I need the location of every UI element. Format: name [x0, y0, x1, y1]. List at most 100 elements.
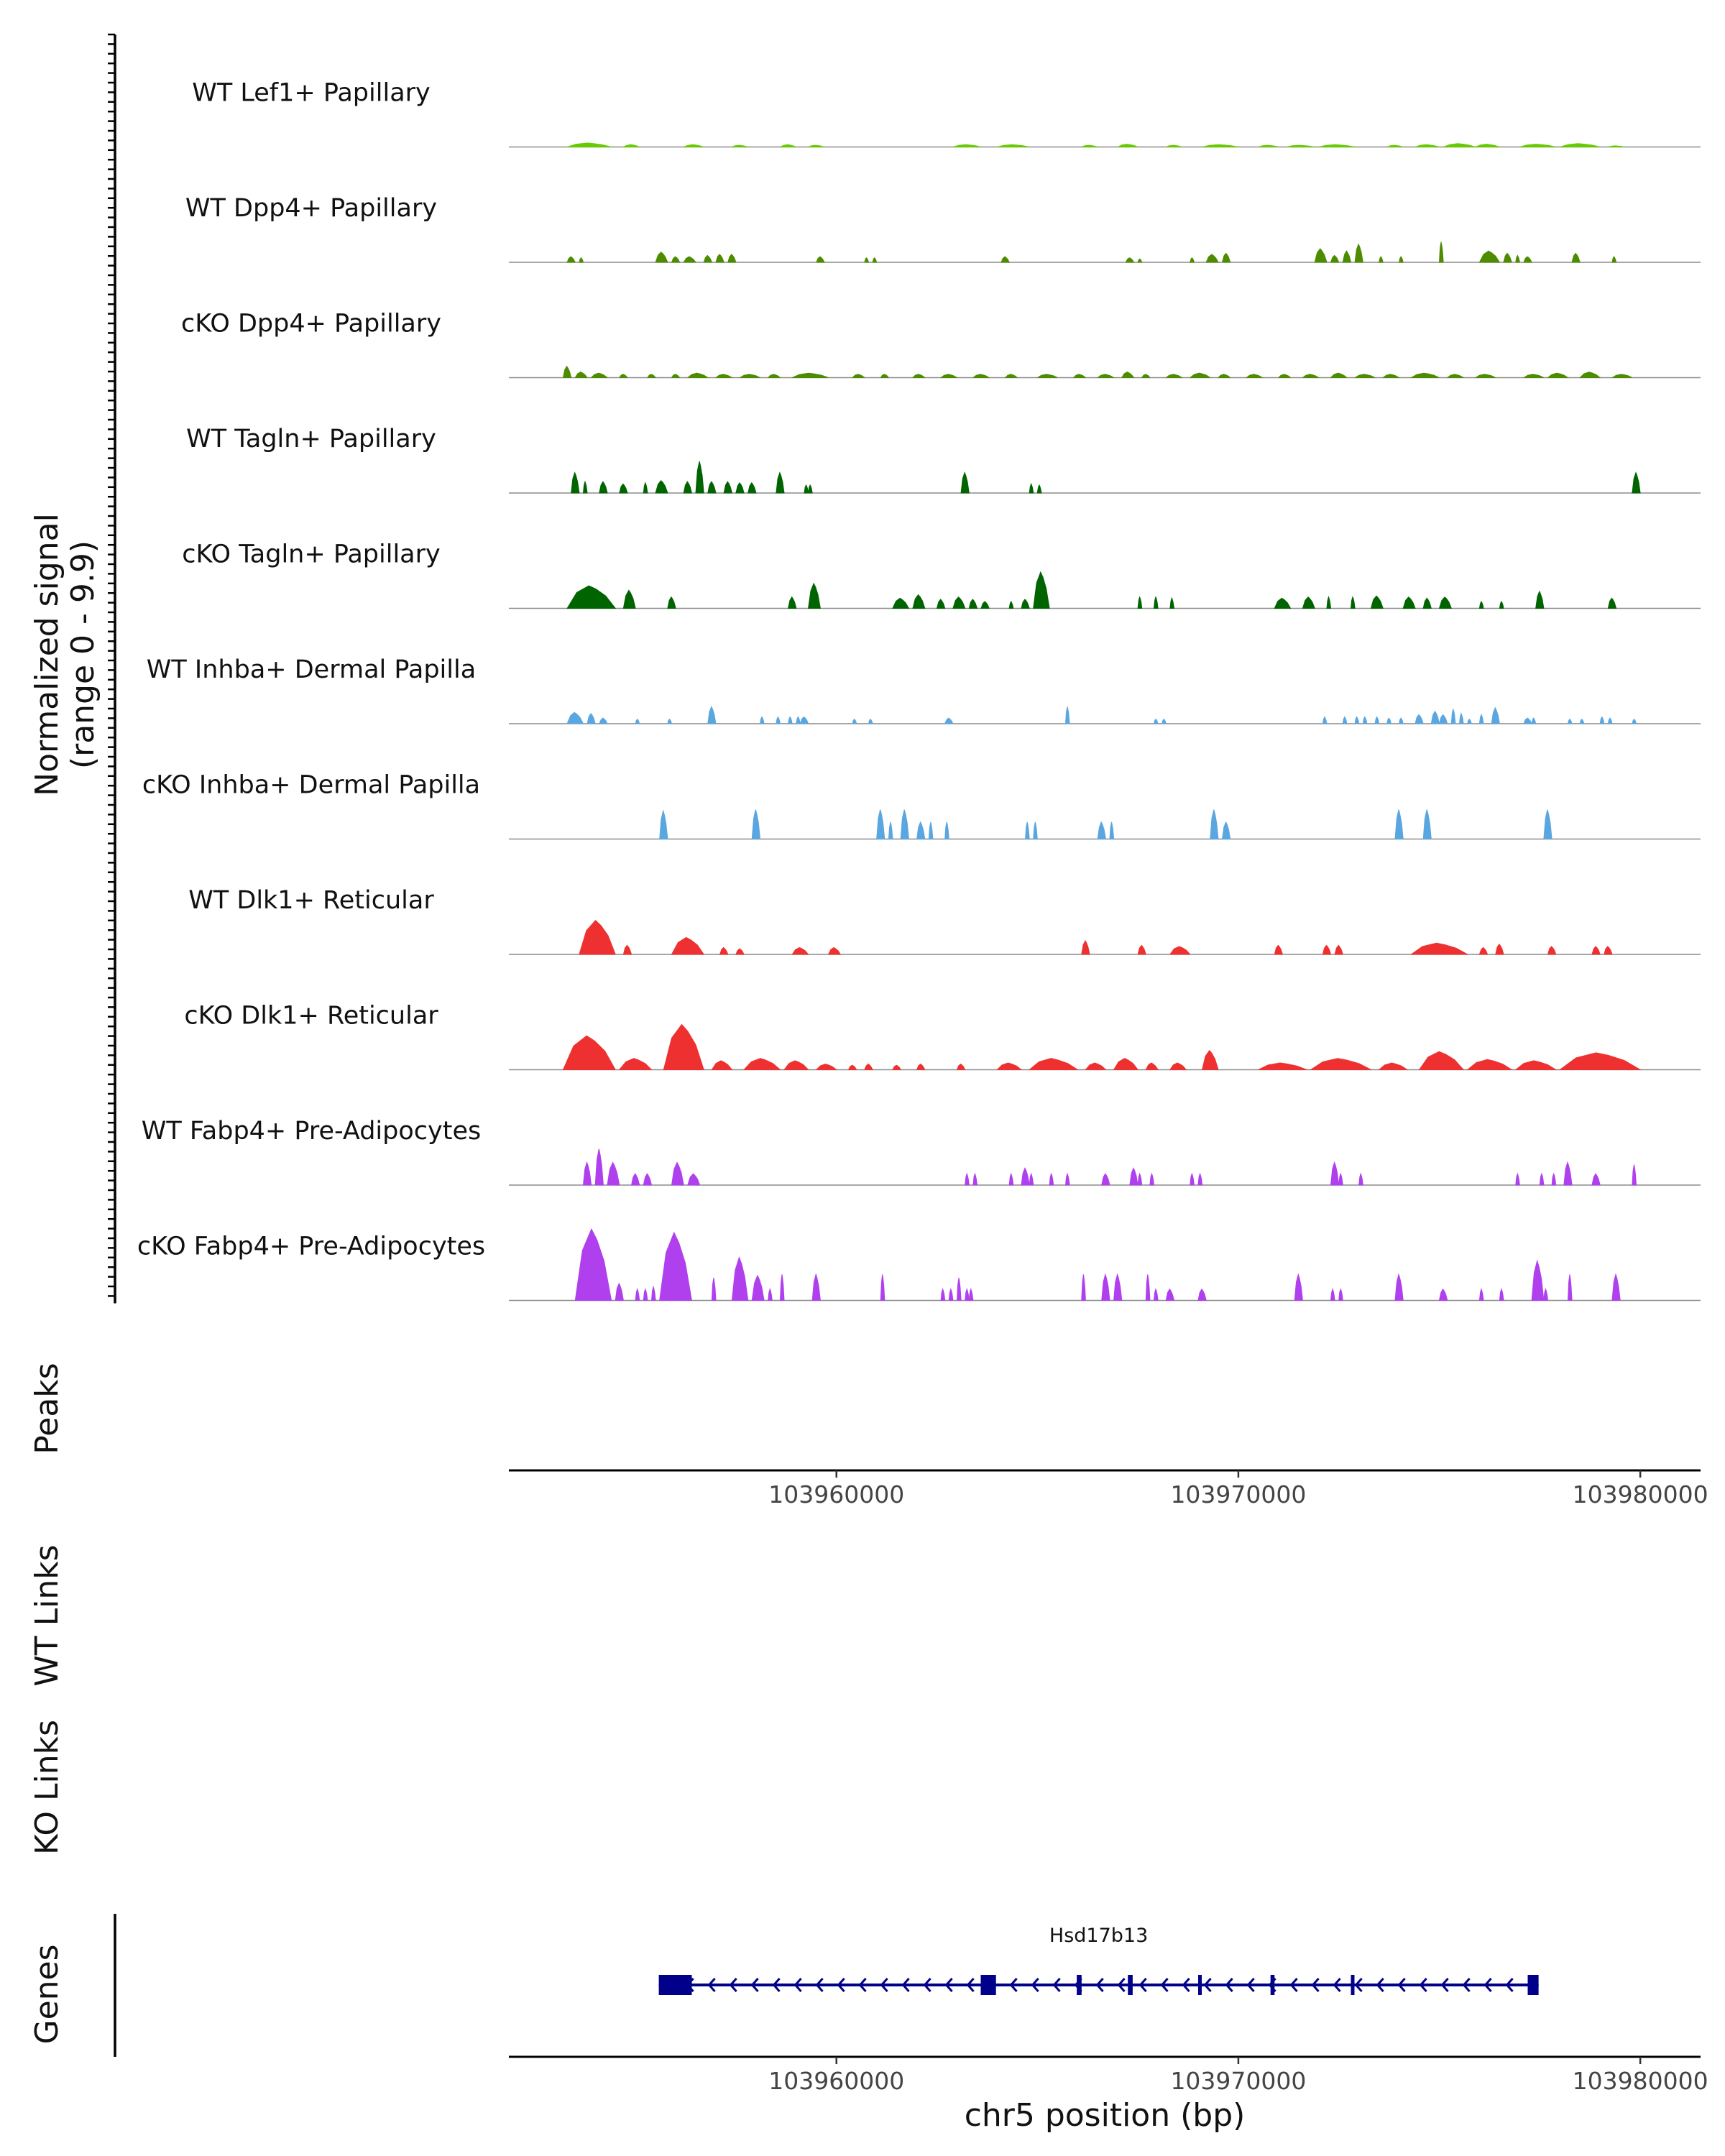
signal-peak	[952, 596, 966, 609]
gene-exon	[1128, 1975, 1133, 1995]
genes-x-ticks: 103960000 103970000 103980000	[768, 2057, 1708, 2095]
signal-peak	[1438, 241, 1444, 263]
signal-peak	[1378, 256, 1384, 263]
signal-peak	[1543, 809, 1552, 839]
signal-peak	[683, 481, 693, 494]
signal-peak	[1422, 597, 1432, 609]
signal-peak	[1197, 1288, 1207, 1301]
signal-peak	[1033, 571, 1050, 609]
signal-peak	[1330, 372, 1348, 378]
signal-peak	[1398, 717, 1404, 724]
signal-peak	[1478, 714, 1484, 724]
track-label: WT Lef1+ Papillary	[192, 79, 431, 108]
signal-peak	[972, 1172, 978, 1186]
signal-peak	[892, 1064, 902, 1070]
signal-peak	[562, 365, 572, 378]
signal-peak	[1109, 821, 1115, 839]
signal-peak	[635, 1288, 640, 1301]
signal-peak	[1409, 372, 1440, 378]
signal-peak	[1190, 257, 1195, 263]
signal-peak	[643, 1288, 648, 1301]
signal-peak	[1338, 1172, 1343, 1186]
signal-peak	[1414, 714, 1424, 724]
signal-peak	[944, 717, 954, 724]
strand-arrow	[1095, 1978, 1104, 1992]
signal-peak	[851, 374, 866, 378]
signal-peak	[1137, 944, 1146, 955]
signal-peak	[1478, 600, 1484, 609]
signal-peak	[791, 946, 809, 955]
signal-peak	[1197, 1172, 1203, 1186]
signal-peak	[622, 589, 636, 609]
strand-arrow	[1052, 1978, 1061, 1992]
signal-peak	[1607, 717, 1613, 724]
signal-peak	[1064, 706, 1070, 724]
strand-arrow	[1160, 1978, 1169, 1992]
signal-peak	[630, 1173, 640, 1186]
signal-peak	[1370, 595, 1384, 609]
signal-peak	[1326, 596, 1332, 609]
signal-peak	[655, 252, 668, 263]
signal-peak	[1563, 1161, 1573, 1186]
signal-peak	[714, 374, 734, 378]
track-label: cKO Inhba+ Dermal Papilla	[142, 771, 480, 800]
signal-peak	[1153, 718, 1159, 724]
signal-peak	[1499, 600, 1504, 609]
signal-peak	[788, 716, 793, 724]
signal-peak	[671, 1161, 684, 1186]
signal-peak	[827, 946, 842, 955]
signal-peak	[1450, 709, 1456, 724]
strand-arrow	[750, 1978, 759, 1992]
signal-peak	[1318, 144, 1356, 147]
signal-peak	[1515, 1172, 1520, 1186]
signal-peak	[1591, 1173, 1601, 1186]
signal-peak	[1571, 252, 1581, 263]
signal-peak	[1478, 946, 1489, 955]
signal-peak	[1438, 714, 1448, 724]
signal-peak	[1402, 596, 1416, 609]
signal-peak	[768, 1288, 773, 1301]
signal-peak	[1072, 374, 1087, 378]
strand-arrow	[1484, 1978, 1492, 1992]
strand-arrow	[1009, 1978, 1018, 1992]
peaks-x-tick-label: 103960000	[768, 1480, 904, 1508]
signal-peak	[1314, 248, 1328, 263]
signal-peak	[751, 1274, 765, 1301]
signal-peak	[1097, 821, 1106, 839]
signal-peak	[776, 716, 781, 724]
strand-arrow	[1117, 1978, 1126, 1992]
signal-peak	[1531, 1259, 1545, 1301]
signal-peak	[1117, 144, 1138, 147]
signal-peak	[599, 481, 608, 494]
signal-peak	[671, 936, 705, 955]
signal-peak	[562, 1035, 617, 1070]
signal-peak	[1354, 243, 1363, 263]
signal-peak	[1438, 596, 1453, 609]
signal-peak	[1458, 712, 1464, 724]
gene-exon	[1527, 1975, 1539, 1995]
signal-peak	[948, 1288, 954, 1301]
gene-label: Hsd17b13	[1049, 1925, 1148, 1947]
signal-peak	[1604, 946, 1613, 955]
signal-peak	[618, 374, 629, 378]
signal-peak	[799, 716, 809, 724]
signal-peak	[735, 482, 745, 494]
signal-peak	[1165, 1288, 1175, 1301]
signal-peak	[1499, 1288, 1504, 1301]
signal-peak	[582, 480, 588, 494]
track-label: cKO Dpp4+ Papillary	[181, 310, 441, 338]
strand-arrow	[729, 1978, 737, 1992]
signal-peak	[892, 597, 910, 609]
track: WT Lef1+ Papillary	[192, 79, 1701, 148]
signal-peak	[650, 1285, 656, 1301]
signal-peak	[566, 142, 612, 147]
signal-peak	[1153, 1288, 1159, 1301]
strand-arrow	[837, 1978, 845, 1992]
signal-peak	[646, 374, 657, 378]
genes-x-tick-label: 103980000	[1573, 2067, 1708, 2095]
signal-peak	[643, 482, 648, 494]
signal-peak	[864, 1063, 873, 1070]
gene-exon	[980, 1975, 996, 1995]
genes-x-tick-label: 103970000	[1170, 2067, 1306, 2095]
signal-peak	[1438, 1288, 1448, 1301]
